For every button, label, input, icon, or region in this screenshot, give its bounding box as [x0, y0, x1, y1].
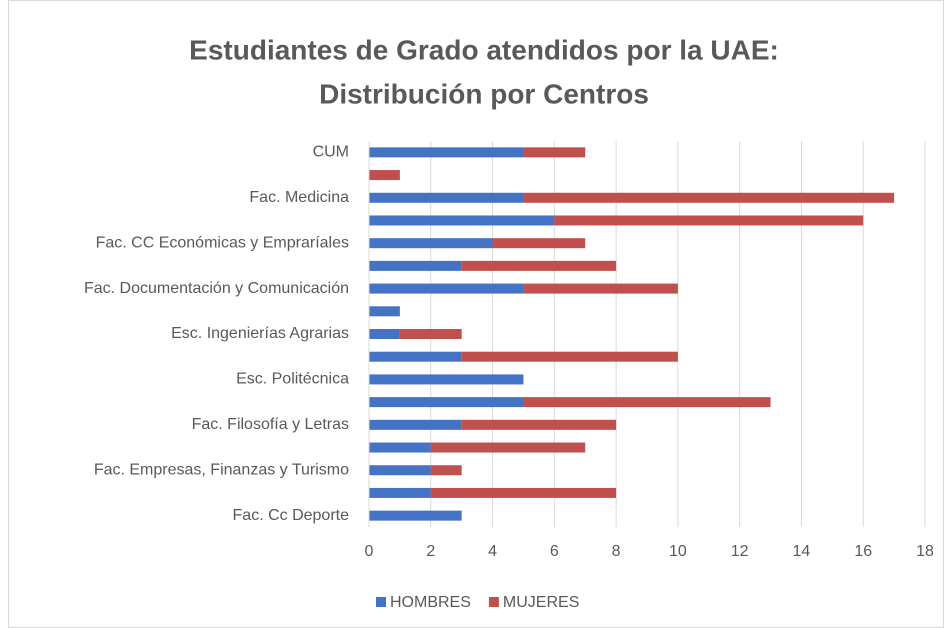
bar-segment	[523, 283, 678, 294]
y-tick-label: Fac. Empresas, Finanzas y Turismo	[94, 461, 349, 478]
y-tick-label: Fac. Medicina	[249, 189, 349, 206]
legend-label: HOMBRES	[390, 594, 471, 611]
bar-segment	[430, 487, 617, 498]
y-tick-label: Esc. Politécnica	[236, 371, 349, 388]
bar-segment	[523, 397, 771, 408]
x-tick-label: 2	[426, 543, 435, 560]
bar-segment	[369, 170, 400, 181]
y-tick-label: Fac. Filosofía y Letras	[192, 416, 349, 433]
x-tick-label: 16	[854, 543, 872, 560]
bar-segment	[492, 238, 586, 249]
chart-title: Distribución por Centros	[319, 78, 649, 109]
y-tick-label: CUM	[313, 144, 349, 161]
bar-segment	[523, 147, 586, 158]
bar-segment	[369, 397, 524, 408]
bar-segment	[369, 510, 462, 521]
x-tick-label: 4	[488, 543, 497, 560]
legend-label: MUJERES	[503, 594, 579, 611]
bar-segment	[369, 192, 524, 203]
bar-segment	[430, 442, 586, 453]
bar-segment	[369, 260, 462, 271]
x-tick-label: 18	[916, 543, 934, 560]
bar-segment	[461, 419, 617, 430]
x-tick-label: 12	[731, 543, 749, 560]
x-tick-label: 6	[550, 543, 559, 560]
bar-segment	[461, 351, 678, 362]
legend-swatch	[488, 597, 499, 607]
x-tick-label: 0	[365, 543, 374, 560]
bar-segment	[369, 419, 462, 430]
bar-segment	[369, 283, 524, 294]
bar-segment	[369, 442, 431, 453]
legend-swatch	[376, 597, 386, 607]
y-tick-label: Fac. CC Económicas y Empraríales	[96, 234, 349, 251]
bar-segment	[369, 147, 524, 158]
bar-segment	[369, 487, 431, 498]
bar-segment	[369, 238, 493, 249]
x-tick-label: 14	[793, 543, 811, 560]
bar-segment	[369, 306, 400, 317]
bar-segment	[430, 465, 462, 476]
bar-segment	[399, 329, 462, 339]
bar-segment	[523, 192, 895, 203]
bar-segment	[369, 374, 524, 385]
bar-segment	[369, 465, 431, 476]
y-tick-label: Fac. Documentación y Comunicación	[84, 280, 349, 297]
bar-segment	[554, 215, 864, 226]
bar-segment	[461, 260, 617, 271]
bar-segment	[369, 351, 462, 362]
x-tick-label: 8	[612, 543, 621, 560]
y-tick-label: Fac. Cc Deporte	[233, 507, 350, 524]
y-tick-label: Esc. Ingenierías Agrarias	[171, 325, 349, 342]
bar-segment	[369, 329, 400, 339]
chart-border	[8, 0, 944, 628]
x-tick-label: 10	[669, 543, 687, 560]
chart-title: Estudiantes de Grado atendidos por la UA…	[189, 34, 779, 65]
bar-segment	[369, 215, 555, 226]
